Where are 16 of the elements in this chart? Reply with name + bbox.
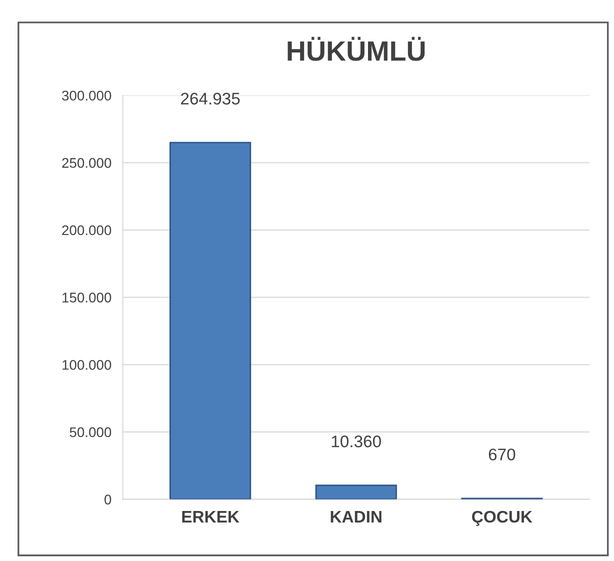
bar [315,484,397,500]
y-tick-label: 150.000 [62,292,112,302]
data-label: 10.360 [332,436,381,448]
y-tick-label: 100.000 [62,360,112,370]
bar [170,142,252,500]
y-tick-label: 250.000 [62,158,112,168]
y-tick-label: 0 [104,494,112,504]
chart-title: HÜKÜMLÜ [288,36,425,61]
y-tick-label: 300.000 [62,90,112,101]
data-label: 264.935 [181,92,240,105]
x-tick-label: KADIN [330,511,382,522]
y-tick-label: 50.000 [70,427,112,438]
x-tick-label: ERKEK [182,511,240,522]
y-tick-label: 200.000 [62,225,112,236]
data-label: 670 [488,448,516,460]
x-tick-label: ÇOCUK [472,510,532,526]
